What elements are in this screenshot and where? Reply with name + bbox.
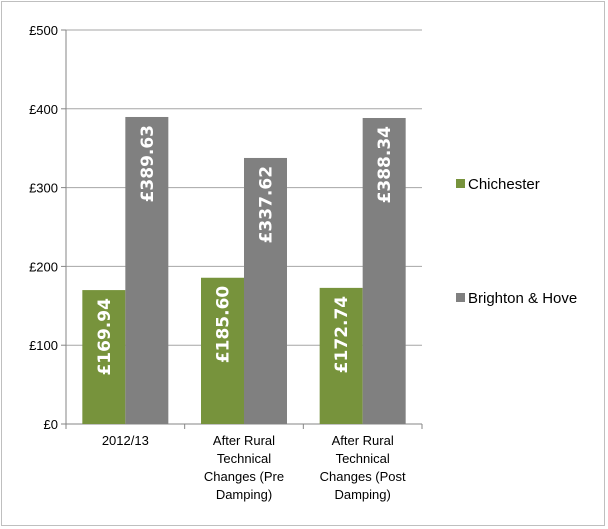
x-tick-label: 2012/13: [102, 433, 149, 448]
bar: [125, 116, 169, 424]
y-tick-label: £500: [29, 23, 58, 38]
x-tick-label-line: Damping): [334, 487, 390, 502]
bar: [201, 277, 244, 424]
data-label: £169.94: [95, 298, 115, 376]
x-tick-label-line: After Rural: [213, 433, 275, 448]
bar: [82, 290, 126, 424]
bar: [244, 157, 287, 424]
x-tick-label-line: Technical: [217, 451, 271, 466]
x-tick-label-line: Technical: [336, 451, 390, 466]
y-tick-label: £100: [29, 338, 58, 353]
bar: [319, 287, 363, 424]
data-label: £185.60: [214, 286, 234, 364]
y-tick-label: £200: [29, 259, 58, 274]
x-tick-label: After Rural Technical Changes (Post Damping…: [320, 433, 406, 502]
legend-label: Brighton & Hove: [468, 290, 577, 307]
bar: [362, 117, 406, 424]
data-label: £389.63: [138, 125, 158, 202]
data-label: £388.34: [375, 126, 395, 204]
x-tick-label-line: Changes (Pre: [204, 469, 284, 484]
y-tick-label: £300: [29, 181, 58, 196]
legend-swatch: [456, 293, 465, 302]
legend-swatch: [456, 179, 465, 188]
y-tick-label: £0: [44, 417, 58, 432]
y-tick-label: £400: [29, 102, 58, 117]
x-tick-label-line: Changes (Post: [320, 469, 406, 484]
x-tick-label-line: After Rural: [332, 433, 394, 448]
x-tick-label-line: Damping): [216, 487, 272, 502]
x-tick-label-line: 2012/13: [102, 433, 149, 448]
data-label: £337.62: [257, 166, 277, 243]
x-tick-label: After Rural Technical Changes (Pre Damping): [204, 433, 284, 502]
legend-label: Chichester: [468, 176, 540, 193]
data-label: £172.74: [332, 296, 352, 374]
